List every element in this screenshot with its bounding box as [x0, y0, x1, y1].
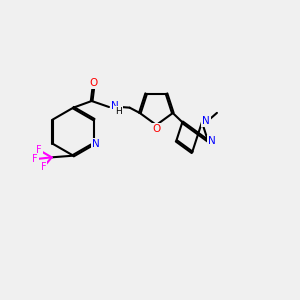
Text: N: N	[208, 136, 216, 146]
Text: N: N	[92, 139, 100, 149]
Text: O: O	[152, 124, 160, 134]
Text: H: H	[115, 107, 122, 116]
Text: F: F	[36, 145, 42, 155]
Text: F: F	[32, 154, 38, 164]
Text: F: F	[40, 162, 46, 172]
Text: N: N	[111, 101, 119, 111]
Text: N: N	[202, 116, 210, 125]
Text: O: O	[89, 78, 98, 88]
